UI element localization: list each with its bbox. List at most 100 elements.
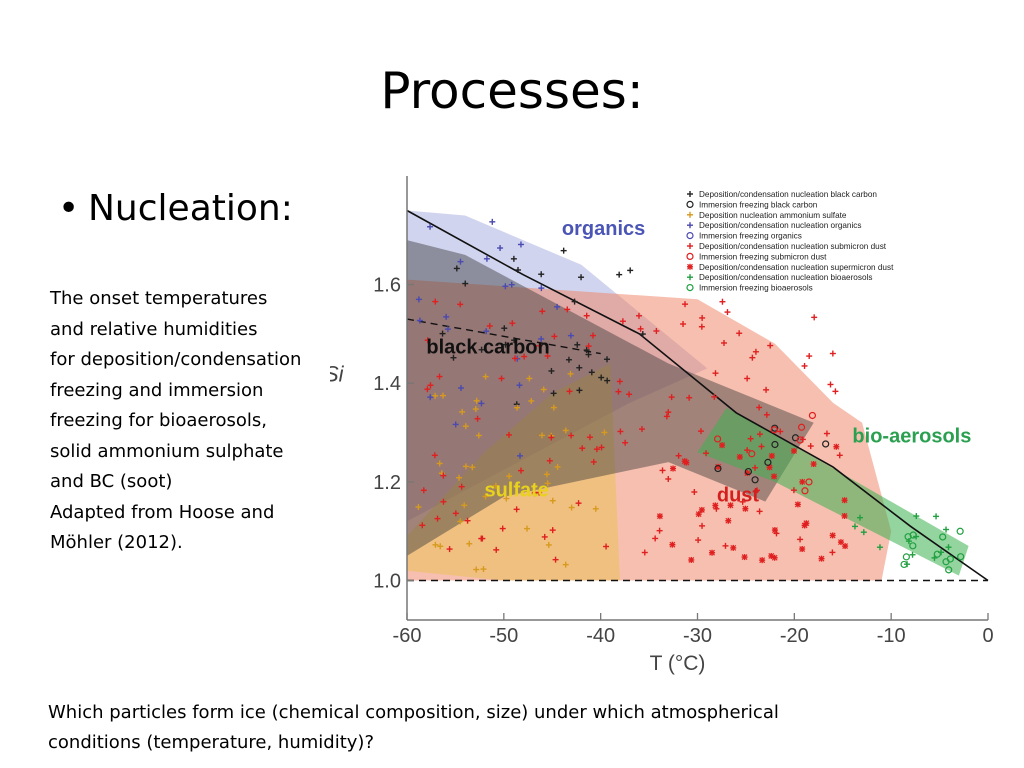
data-point-d2 bbox=[669, 541, 676, 548]
data-point bbox=[546, 457, 553, 464]
data-point bbox=[680, 321, 687, 328]
region-label-organics: organics bbox=[562, 218, 645, 240]
data-point-layer bbox=[415, 218, 965, 574]
data-point bbox=[473, 566, 480, 573]
data-point bbox=[695, 511, 702, 518]
data-point bbox=[567, 332, 574, 339]
data-point-d2 bbox=[768, 553, 775, 559]
data-point bbox=[744, 467, 753, 476]
data-point bbox=[554, 303, 561, 310]
data-point bbox=[933, 550, 941, 558]
region-label-bio-aerosols: bio-aerosols bbox=[852, 425, 971, 447]
data-point bbox=[439, 330, 446, 337]
data-point bbox=[663, 413, 670, 420]
legend-label: Deposition/condensation nucleation organ… bbox=[699, 221, 862, 230]
data-point bbox=[585, 343, 592, 350]
data-point-d2 bbox=[810, 461, 817, 467]
data-point bbox=[767, 342, 774, 349]
data-point bbox=[560, 247, 567, 254]
data-point bbox=[593, 446, 600, 453]
data-point bbox=[801, 487, 809, 495]
data-point-d2 bbox=[799, 478, 806, 485]
legend-marker bbox=[687, 274, 693, 281]
data-point bbox=[462, 423, 469, 430]
data-point bbox=[462, 280, 469, 287]
data-point bbox=[543, 471, 550, 478]
bullet-item: • Nucleation: bbox=[58, 188, 293, 229]
data-point bbox=[540, 386, 547, 393]
data-point bbox=[860, 529, 867, 536]
data-point-d2 bbox=[741, 554, 748, 561]
data-point bbox=[562, 427, 569, 434]
data-point bbox=[457, 518, 464, 525]
data-point bbox=[521, 353, 528, 360]
description-line: The onset temperatures bbox=[50, 288, 268, 309]
data-point bbox=[622, 439, 629, 446]
data-point bbox=[639, 331, 646, 338]
data-point bbox=[759, 557, 766, 564]
data-point bbox=[756, 508, 763, 515]
data-point bbox=[615, 388, 622, 395]
data-point bbox=[588, 369, 595, 376]
slide-title: Processes: bbox=[380, 62, 644, 120]
data-point bbox=[436, 373, 443, 380]
data-point bbox=[616, 378, 623, 385]
data-point bbox=[656, 527, 663, 534]
description-line: Möhler (2012). bbox=[50, 532, 183, 553]
data-point bbox=[415, 504, 422, 511]
data-point bbox=[763, 411, 770, 418]
data-point-d2 bbox=[842, 543, 849, 549]
data-point bbox=[483, 255, 490, 262]
data-point bbox=[508, 281, 515, 288]
data-point bbox=[548, 434, 555, 441]
data-point bbox=[902, 553, 910, 561]
data-point bbox=[456, 474, 463, 481]
legend-label: Deposition/condensation nucleation bioae… bbox=[699, 273, 872, 282]
x-tick-label: -50 bbox=[489, 625, 518, 647]
data-point bbox=[453, 265, 460, 272]
data-point bbox=[511, 337, 518, 344]
line-water-saturation bbox=[406, 209, 989, 582]
data-point bbox=[777, 428, 784, 435]
legend-marker bbox=[687, 243, 693, 249]
data-point bbox=[536, 342, 543, 349]
x-tick-label: -20 bbox=[780, 625, 809, 647]
data-point bbox=[909, 542, 917, 550]
data-point bbox=[541, 533, 548, 540]
data-point bbox=[665, 475, 672, 482]
data-point bbox=[829, 532, 836, 539]
data-point bbox=[511, 355, 518, 362]
data-point bbox=[538, 271, 545, 278]
data-point bbox=[539, 308, 546, 315]
data-point bbox=[841, 497, 848, 504]
data-point bbox=[691, 489, 698, 496]
data-point bbox=[516, 382, 523, 389]
data-point bbox=[627, 267, 634, 274]
data-point bbox=[939, 533, 947, 541]
data-point bbox=[730, 544, 737, 551]
data-point-d2 bbox=[841, 497, 848, 504]
data-point bbox=[771, 527, 778, 534]
x-tick-label: -60 bbox=[393, 625, 422, 647]
data-point bbox=[698, 506, 705, 513]
description-line: freezing and immersion bbox=[50, 379, 264, 401]
data-point bbox=[713, 435, 722, 443]
data-point bbox=[945, 566, 953, 574]
data-point bbox=[585, 351, 592, 358]
data-point bbox=[457, 301, 464, 308]
region-layer bbox=[407, 210, 969, 581]
data-point bbox=[432, 392, 439, 399]
data-point bbox=[829, 350, 836, 357]
data-point bbox=[439, 392, 446, 399]
data-point bbox=[427, 382, 434, 389]
data-point bbox=[699, 314, 706, 321]
data-point bbox=[768, 452, 775, 459]
data-point bbox=[497, 245, 504, 252]
data-point bbox=[697, 428, 704, 435]
legend-label: Immersion freezing black carbon bbox=[699, 200, 818, 209]
data-point-d2 bbox=[742, 505, 749, 512]
data-point bbox=[517, 452, 524, 459]
data-point bbox=[601, 429, 608, 436]
data-point bbox=[668, 394, 675, 401]
